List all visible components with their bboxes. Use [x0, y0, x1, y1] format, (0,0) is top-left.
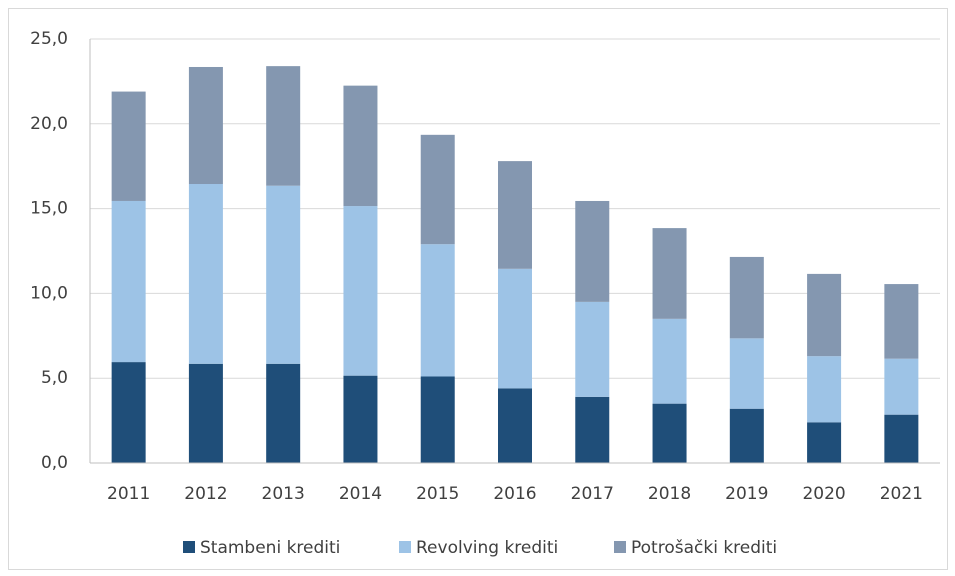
bar-segment — [575, 396, 610, 463]
bar-segment — [420, 376, 455, 463]
x-tick-label: 2011 — [107, 484, 150, 504]
y-tick-label: 10,0 — [30, 283, 68, 303]
bar-segment — [575, 200, 610, 302]
y-tick-label: 25,0 — [30, 29, 68, 49]
bar-segment — [111, 91, 146, 201]
bar-segment — [498, 388, 532, 463]
x-tick-label: 2015 — [416, 484, 459, 504]
bar-segment — [111, 200, 146, 363]
legend-swatch — [183, 541, 195, 553]
bar-segment — [188, 184, 223, 364]
bar-segment — [498, 161, 532, 269]
bar-segment — [807, 356, 842, 423]
bar-segment — [343, 206, 378, 376]
bar-segment — [575, 301, 610, 397]
legend-swatch — [399, 541, 411, 553]
bar-segment — [884, 284, 919, 359]
bar-segment — [884, 414, 919, 463]
bar-segment — [188, 66, 223, 185]
x-tick-label: 2014 — [339, 484, 382, 504]
legend-label: Revolving krediti — [416, 538, 558, 558]
x-tick-label: 2018 — [648, 484, 691, 504]
bar-segment — [420, 244, 455, 377]
bar-segment — [884, 358, 919, 415]
legend-swatch — [614, 541, 626, 553]
bar-segment — [266, 363, 301, 463]
bar-segment — [729, 256, 764, 339]
bar-segment — [266, 66, 301, 186]
bar-segment — [420, 134, 455, 245]
chart-border — [8, 8, 948, 570]
bar-segment — [807, 273, 842, 357]
bar-segment — [807, 422, 842, 463]
bar-segment — [188, 363, 223, 463]
bar-segment — [266, 185, 301, 364]
x-tick-label: 2020 — [802, 484, 845, 504]
bar-segment — [652, 403, 687, 463]
bar-segment — [343, 85, 378, 207]
legend-label: Stambeni krediti — [200, 538, 340, 558]
bar-segment — [729, 338, 764, 409]
x-tick-label: 2016 — [493, 484, 536, 504]
x-tick-label: 2021 — [880, 484, 923, 504]
y-tick-label: 15,0 — [30, 199, 68, 219]
x-tick-label: 2013 — [262, 484, 305, 504]
legend-label: Potrošački krediti — [631, 538, 777, 558]
bar-segment — [652, 228, 687, 319]
x-tick-label: 2019 — [725, 484, 768, 504]
bar-segment — [343, 375, 378, 463]
bar-segment — [652, 318, 687, 404]
y-tick-label: 5,0 — [41, 368, 68, 388]
x-tick-label: 2017 — [571, 484, 614, 504]
y-tick-label: 20,0 — [30, 114, 68, 134]
y-tick-label: 0,0 — [41, 453, 68, 473]
bar-segment — [111, 362, 146, 463]
bar-segment — [729, 408, 764, 463]
bar-segment — [498, 268, 532, 389]
x-tick-label: 2012 — [184, 484, 227, 504]
